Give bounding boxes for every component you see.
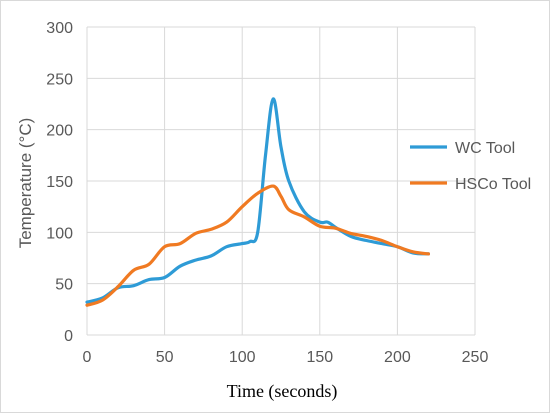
series-line-hsco-tool [85, 184, 430, 307]
x-tick-label: 100 [229, 349, 256, 366]
legend-label-wc-tool: WC Tool [455, 140, 515, 157]
series-lines [85, 97, 430, 307]
y-tick-label: 300 [46, 20, 73, 37]
y-tick-label: 100 [46, 225, 73, 242]
x-tick-label: 50 [156, 349, 174, 366]
y-tick-label: 150 [46, 174, 73, 191]
x-tick-label: 200 [384, 349, 411, 366]
y-tick-label: 200 [46, 123, 73, 140]
series-line-wc-tool [85, 97, 430, 304]
y-tick-label: 50 [55, 277, 73, 294]
tick-labels: 0 50 100 150 200 250 300 0 50 100 150 200 250 [46, 20, 488, 366]
y-tick-label: 250 [46, 71, 73, 88]
grid [86, 26, 476, 336]
legend: WC Tool HSCo Tool [410, 140, 531, 193]
x-tick-label: 150 [306, 349, 333, 366]
y-axis-label: Temperature (°C) [16, 118, 35, 249]
x-axis-label: Time (seconds) [227, 381, 338, 402]
x-tick-label: 250 [462, 349, 489, 366]
x-tick-label: 0 [83, 349, 92, 366]
y-tick-label: 0 [64, 328, 73, 345]
legend-label-hsco-tool: HSCo Tool [455, 176, 531, 193]
